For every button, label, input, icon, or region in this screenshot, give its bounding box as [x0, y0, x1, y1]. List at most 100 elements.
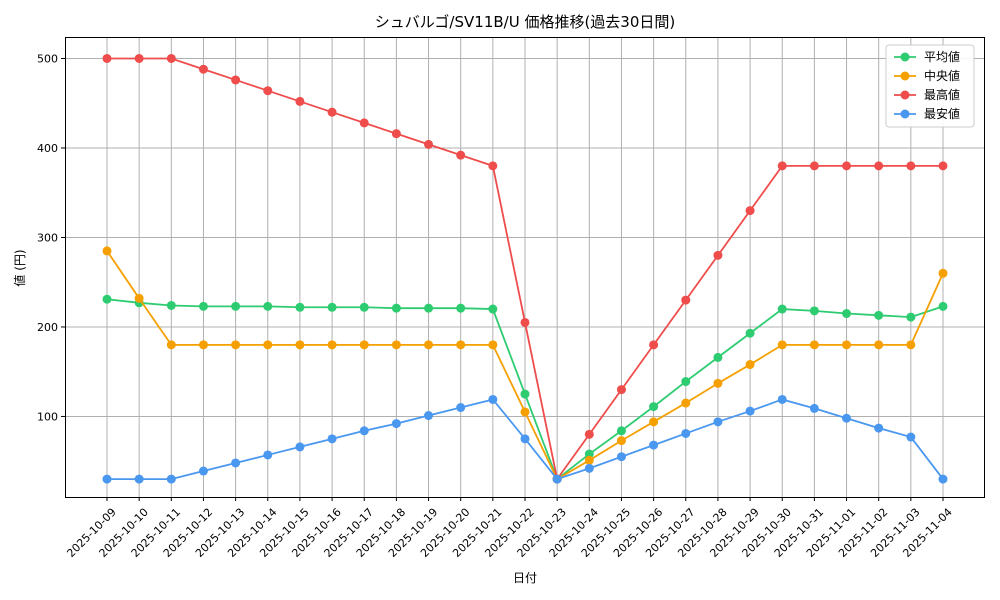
y-axis: 100 200 300 400 500	[37, 52, 65, 423]
series-3	[102, 394, 948, 484]
data-point	[681, 295, 691, 305]
data-point	[102, 474, 112, 484]
data-point	[745, 360, 755, 370]
data-point	[295, 302, 305, 312]
data-point	[777, 304, 787, 314]
data-point	[198, 340, 208, 350]
legend-label: 最高値	[924, 87, 960, 102]
data-point	[809, 403, 819, 413]
data-point	[327, 302, 337, 312]
data-point	[327, 434, 337, 444]
data-point	[520, 317, 530, 327]
data-point	[231, 340, 241, 350]
data-point	[456, 303, 466, 313]
data-point	[713, 352, 723, 362]
data-point	[359, 426, 369, 436]
legend-item: 平均値	[894, 49, 960, 64]
series-0	[102, 294, 948, 484]
data-point	[295, 96, 305, 106]
data-point	[616, 385, 626, 395]
data-point	[777, 340, 787, 350]
data-point	[134, 293, 144, 303]
y-tick-label: 500	[37, 52, 58, 65]
data-point	[424, 303, 434, 313]
legend-item: 中央値	[894, 68, 960, 83]
legend-marker	[900, 109, 910, 119]
data-point	[745, 206, 755, 216]
data-point	[166, 474, 176, 484]
data-point	[842, 340, 852, 350]
data-point	[713, 417, 723, 427]
data-point	[231, 458, 241, 468]
y-tick-label: 200	[37, 321, 58, 334]
data-point	[745, 328, 755, 338]
data-point	[520, 434, 530, 444]
data-point	[102, 246, 112, 256]
data-point	[906, 340, 916, 350]
data-point	[424, 340, 434, 350]
data-point	[616, 452, 626, 462]
data-point	[842, 309, 852, 319]
data-point	[520, 389, 530, 399]
data-point	[874, 161, 884, 171]
data-point	[938, 474, 948, 484]
data-point	[134, 53, 144, 63]
legend-box	[885, 44, 975, 128]
data-point	[874, 310, 884, 320]
legend-item: 最高値	[894, 87, 960, 102]
y-tick-label: 100	[37, 410, 58, 423]
legend-marker	[900, 90, 910, 100]
data-point	[681, 428, 691, 438]
data-point	[456, 340, 466, 350]
data-point	[488, 340, 498, 350]
y-tick-label: 400	[37, 142, 58, 155]
data-point	[874, 423, 884, 433]
data-point	[616, 436, 626, 446]
data-point	[809, 340, 819, 350]
data-point	[456, 150, 466, 160]
legend-marker	[900, 71, 910, 81]
data-point	[231, 75, 241, 85]
data-point	[456, 403, 466, 413]
data-point	[166, 340, 176, 350]
data-point	[488, 161, 498, 171]
data-point	[424, 411, 434, 421]
data-point	[359, 118, 369, 128]
data-point	[198, 301, 208, 311]
legend-label: 中央値	[924, 68, 960, 83]
data-point	[359, 340, 369, 350]
data-point	[488, 304, 498, 314]
data-point	[263, 86, 273, 96]
data-point	[520, 407, 530, 417]
data-point	[198, 64, 208, 74]
data-point	[295, 340, 305, 350]
data-point	[134, 474, 144, 484]
data-point	[938, 301, 948, 311]
x-axis: 2025-10-092025-10-102025-10-112025-10-12…	[64, 497, 955, 560]
data-point	[424, 139, 434, 149]
data-point	[777, 394, 787, 404]
data-point	[938, 268, 948, 278]
data-point	[713, 250, 723, 260]
data-point	[649, 440, 659, 450]
data-point	[263, 450, 273, 460]
data-point	[649, 340, 659, 350]
data-point	[102, 294, 112, 304]
data-point	[231, 301, 241, 311]
data-point	[809, 306, 819, 316]
data-point	[906, 432, 916, 442]
data-point	[906, 161, 916, 171]
data-point	[166, 53, 176, 63]
data-point	[713, 378, 723, 388]
grid	[65, 37, 984, 497]
series-layer	[102, 53, 948, 484]
data-point	[295, 442, 305, 452]
data-point	[681, 377, 691, 387]
data-point	[584, 449, 594, 459]
y-axis-label: 値 (円)	[12, 249, 27, 286]
data-point	[391, 129, 401, 139]
data-point	[391, 340, 401, 350]
data-point	[938, 161, 948, 171]
data-point	[906, 312, 916, 322]
